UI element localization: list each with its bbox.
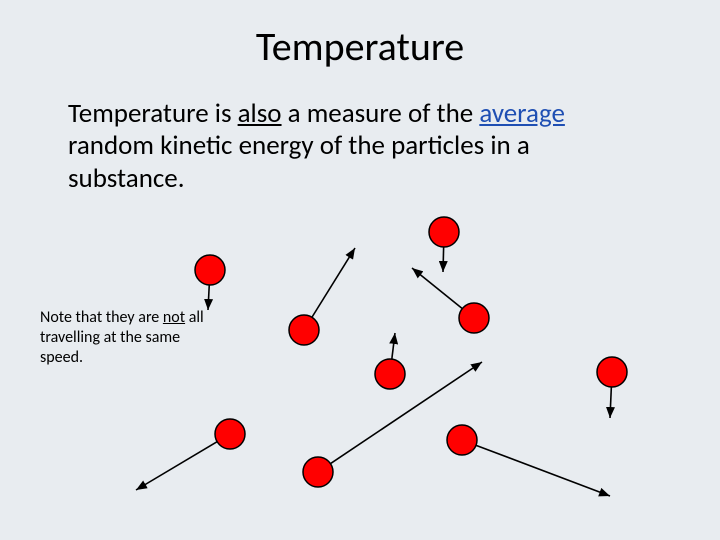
note-pre: Note that they are bbox=[40, 308, 163, 327]
body-average: average bbox=[479, 97, 565, 130]
particle bbox=[303, 457, 333, 487]
velocity-arrow bbox=[136, 441, 218, 490]
body-post: random kinetic energy of the particles i… bbox=[68, 129, 530, 194]
velocity-arrow bbox=[311, 248, 355, 318]
particle-diagram bbox=[0, 0, 720, 540]
particle bbox=[195, 255, 225, 285]
velocity-arrow bbox=[610, 386, 611, 418]
body-paragraph: Temperature is also a measure of the ave… bbox=[68, 98, 648, 195]
particle bbox=[289, 315, 319, 345]
body-also: also bbox=[238, 97, 282, 130]
velocity-arrow bbox=[208, 284, 209, 310]
particle bbox=[215, 419, 245, 449]
velocity-arrow bbox=[475, 445, 610, 496]
velocity-arrow bbox=[443, 246, 444, 272]
velocity-arrow bbox=[392, 333, 395, 360]
velocity-arrow bbox=[412, 268, 463, 309]
particle bbox=[447, 425, 477, 455]
body-mid: a measure of the bbox=[282, 97, 480, 130]
slide-title: Temperature bbox=[0, 22, 720, 71]
particle bbox=[459, 303, 489, 333]
note-not: not bbox=[163, 308, 185, 327]
particle bbox=[597, 357, 627, 387]
velocity-arrow bbox=[330, 362, 482, 464]
slide: Temperature Temperature is also a measur… bbox=[0, 0, 720, 540]
body-pre: Temperature is bbox=[68, 97, 238, 130]
particle bbox=[375, 359, 405, 389]
note-paragraph: Note that they are not all travelling at… bbox=[40, 308, 210, 368]
particle bbox=[429, 217, 459, 247]
